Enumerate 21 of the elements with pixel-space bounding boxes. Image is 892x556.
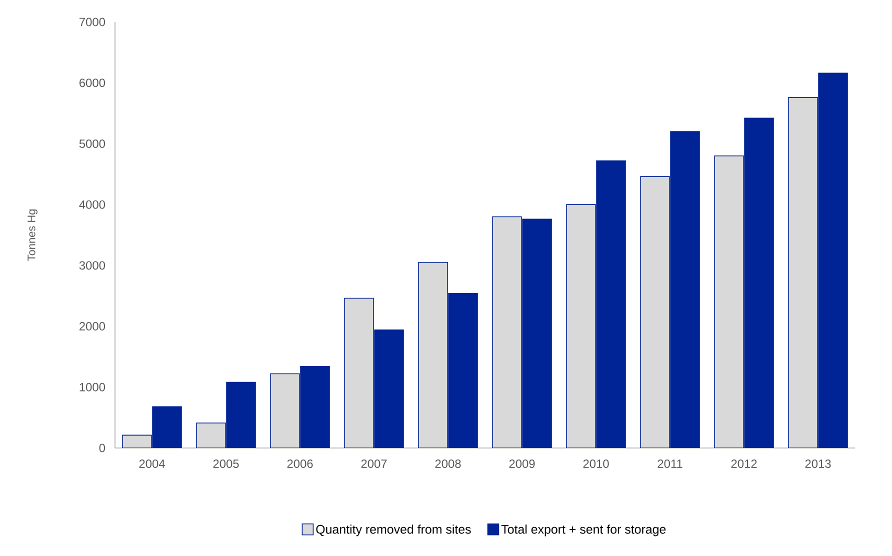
y-tick-label: 6000 [80, 78, 106, 88]
y-tick-label: 0 [99, 444, 106, 452]
legend-label: Quantity removed from sites [316, 524, 471, 536]
x-tick-label: 2013 [805, 460, 831, 468]
y-tick-label: 5000 [79, 139, 106, 148]
x-tick-label: 2011 [658, 460, 682, 468]
y-tick-label: 3000 [79, 261, 106, 270]
x-tick-label: 2010 [583, 460, 609, 468]
x-tick-label: 2008 [435, 460, 461, 468]
legend-label: Total export + sent for storage [501, 524, 666, 536]
x-tick-label: 2009 [509, 460, 535, 468]
y-tick-label: 7000 [80, 18, 106, 26]
x-tick-label: 2006 [287, 460, 313, 468]
y-tick-label: 1000 [80, 382, 106, 392]
y-tick-label: 2000 [79, 322, 106, 330]
x-tick-label: 2005 [213, 460, 239, 468]
x-tick-label: 2007 [361, 460, 387, 468]
x-tick-label: 2004 [139, 460, 165, 468]
x-tick-label: 2012 [731, 460, 757, 468]
y-axis-title: Tonnes Hg [28, 210, 38, 261]
y-tick-label: 4000 [79, 200, 106, 209]
